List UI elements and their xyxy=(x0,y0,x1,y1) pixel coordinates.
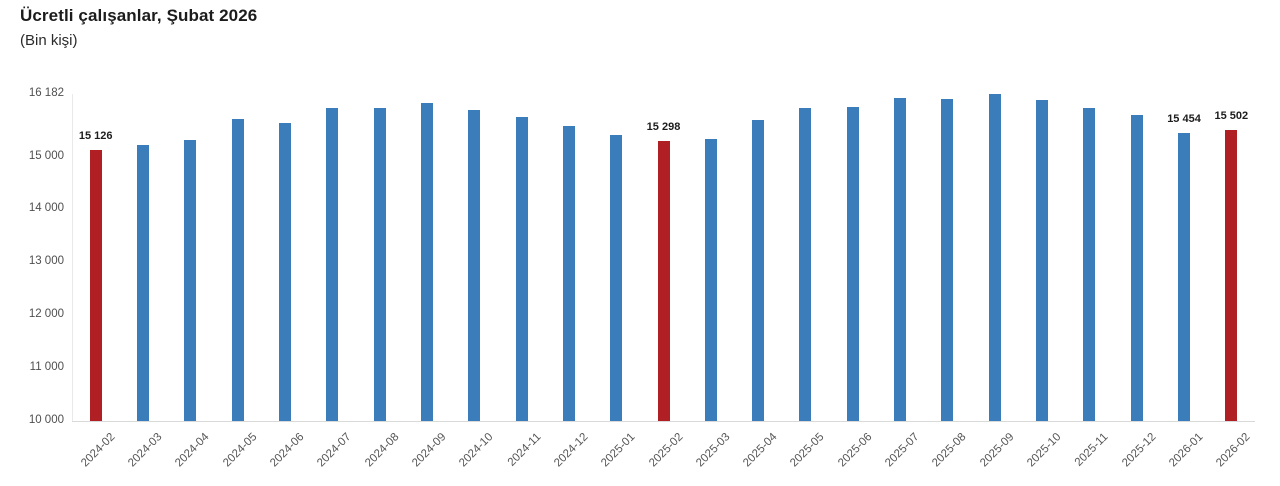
bar-value-label-2026-02: 15 502 xyxy=(1214,109,1249,122)
bar-2025-09[interactable] xyxy=(988,94,1001,421)
bar-2024-02[interactable] xyxy=(89,149,102,421)
bar-2024-11[interactable] xyxy=(515,117,528,421)
chart-subtitle: (Bin kişi) xyxy=(20,32,78,49)
x-axis-label-2026-02: 2026-02 xyxy=(1214,431,1253,470)
bar-2026-01[interactable] xyxy=(1178,132,1191,421)
y-axis-tick-label: 15 000 xyxy=(28,149,64,162)
y-axis-line xyxy=(72,94,73,421)
x-axis-label-2025-01: 2025-01 xyxy=(599,431,638,470)
bar-2024-06[interactable] xyxy=(278,123,291,421)
y-axis-tick-label: 10 000 xyxy=(28,414,64,426)
bar-2024-10[interactable] xyxy=(468,109,481,421)
bar-2024-03[interactable] xyxy=(136,144,149,421)
chart-title: Ücretli çalışanlar, Şubat 2026 xyxy=(20,6,258,25)
bar-2025-05[interactable] xyxy=(799,108,812,421)
bar-value-label-2025-02: 15 298 xyxy=(646,120,681,133)
bar-2024-09[interactable] xyxy=(420,103,433,421)
bar-2025-10[interactable] xyxy=(1036,100,1049,421)
y-axis-tick-label: 13 000 xyxy=(28,255,64,268)
bar-2024-04[interactable] xyxy=(184,140,197,421)
x-axis-line xyxy=(72,421,1255,422)
bar-value-label-2024-02: 15 126 xyxy=(78,129,113,142)
bar-2025-01[interactable] xyxy=(610,134,623,421)
y-axis-tick-label: 14 000 xyxy=(28,202,64,215)
bar-2024-07[interactable] xyxy=(326,108,339,421)
bar-2025-08[interactable] xyxy=(941,99,954,421)
chart-header: Ücretli çalışanlar, Şubat 2026 (Bin kişi… xyxy=(20,6,257,49)
y-axis-tick-label: 12 000 xyxy=(28,308,64,321)
y-axis-tick-label: 11 000 xyxy=(29,361,64,374)
bar-2026-02[interactable] xyxy=(1225,129,1238,421)
bar-2025-11[interactable] xyxy=(1083,108,1096,421)
bar-2025-06[interactable] xyxy=(846,106,859,421)
bar-2025-04[interactable] xyxy=(752,120,765,421)
bar-2025-12[interactable] xyxy=(1130,115,1143,421)
bar-2024-08[interactable] xyxy=(373,108,386,421)
bar-2024-05[interactable] xyxy=(231,118,244,421)
bar-2025-07[interactable] xyxy=(894,97,907,421)
bar-2024-12[interactable] xyxy=(562,125,575,421)
bar-value-label-2026-01: 15 454 xyxy=(1167,112,1201,125)
bar-2025-02[interactable] xyxy=(657,140,670,421)
y-axis-tick-label: 16 182 xyxy=(28,87,64,99)
bar-2025-03[interactable] xyxy=(704,139,717,421)
